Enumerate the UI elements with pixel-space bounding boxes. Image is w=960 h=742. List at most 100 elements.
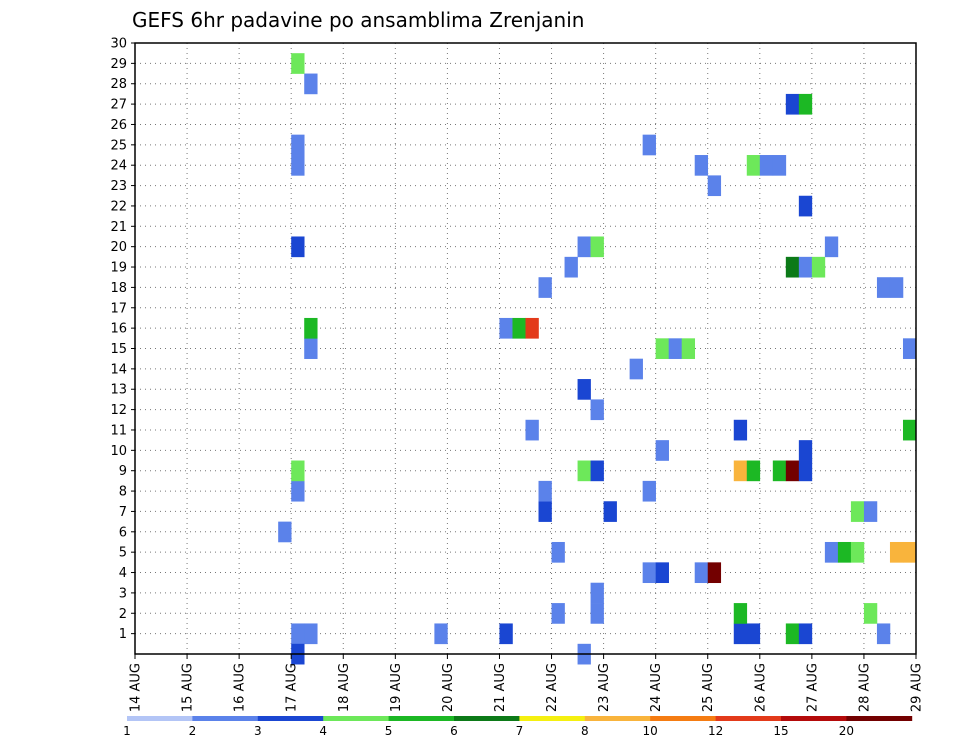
precip-cell (772, 460, 787, 482)
precip-cell (746, 623, 761, 645)
color-scale-legend: 1 2 3 4 5 6 7 8 10 12 15 20 (123, 716, 913, 738)
precip-cell (798, 195, 813, 217)
y-tick-label: 9 (119, 464, 127, 479)
y-tick-label: 1 (119, 627, 127, 642)
precip-cell (772, 155, 787, 176)
legend-color-segment (519, 716, 586, 721)
y-tick-label: 29 (110, 57, 127, 72)
legend-color-segment (388, 716, 455, 721)
y-tick-label: 8 (119, 485, 127, 500)
y-tick-label: 16 (110, 322, 127, 337)
precip-cell (863, 603, 878, 624)
x-tick-label: 26 AUG (753, 663, 768, 712)
precip-cell (538, 480, 552, 502)
x-tick-label: 22 AUG (545, 663, 560, 712)
precip-cell (577, 379, 591, 400)
y-tick-label: 14 (110, 362, 127, 377)
legend-label: 20 (839, 724, 854, 738)
y-tick-label: 6 (119, 525, 127, 540)
precip-cell (304, 73, 318, 95)
y-tick-label: 21 (110, 220, 127, 235)
precip-cell (824, 541, 839, 563)
precip-cell (824, 236, 839, 258)
precip-cell (564, 256, 578, 278)
precip-cell (642, 480, 656, 502)
precip-cell (655, 338, 669, 359)
precip-cell (278, 521, 292, 543)
y-tick-label: 11 (110, 423, 127, 438)
y-tick-label: 18 (110, 281, 127, 296)
precip-cell (499, 317, 513, 339)
precip-cell (798, 440, 813, 461)
x-tick-label: 23 AUG (597, 663, 612, 712)
y-tick-label: 4 (119, 566, 127, 581)
grid-lines (135, 43, 916, 654)
precip-cell (590, 460, 604, 482)
legend-label: 15 (773, 724, 788, 738)
precip-cell (577, 236, 591, 258)
precip-cell (837, 541, 852, 563)
legend-color-segment (454, 716, 520, 721)
y-tick-label: 27 (110, 98, 127, 113)
y-tick-label: 26 (110, 118, 127, 133)
legend-color-segment (781, 716, 847, 721)
legend-color-segment (127, 716, 193, 721)
precip-cell (733, 623, 748, 645)
y-tick-label: 15 (110, 342, 127, 357)
precip-cell (668, 338, 682, 359)
precip-cell (811, 256, 826, 278)
precip-cell (798, 623, 813, 645)
x-tick-label: 25 AUG (701, 663, 716, 712)
y-axis-ticks: 1234567891011121314151617181920212223242… (110, 37, 135, 642)
x-tick-label: 21 AUG (493, 663, 508, 712)
y-tick-label: 13 (110, 383, 127, 398)
x-tick-label: 15 AUG (181, 663, 196, 712)
precip-cell (733, 603, 748, 624)
precip-cell (499, 623, 513, 645)
precip-cell (694, 562, 709, 584)
precip-cell (512, 317, 526, 339)
precip-cell (577, 460, 591, 482)
legend-color-segment (846, 716, 913, 721)
precip-cell (733, 460, 748, 482)
legend-label: 2 (189, 724, 197, 738)
x-tick-label: 14 AUG (129, 663, 144, 712)
legend-label: 3 (254, 724, 262, 738)
precip-cell (291, 53, 305, 74)
precip-cell (291, 480, 305, 502)
y-tick-label: 12 (110, 403, 127, 418)
y-tick-label: 23 (110, 179, 127, 194)
y-tick-label: 5 (119, 546, 127, 561)
precip-cell (694, 155, 709, 176)
legend-color-segment (323, 716, 389, 721)
precip-cell (902, 338, 917, 359)
precip-cell (655, 440, 669, 461)
precip-cell (538, 501, 552, 522)
precip-cell (876, 623, 891, 645)
precip-cell (629, 358, 643, 380)
precip-cell (291, 155, 305, 176)
precip-cell (655, 562, 669, 584)
precip-cell (798, 460, 813, 482)
precip-cell (876, 277, 891, 298)
precipitation-cells (278, 53, 917, 665)
legend-label: 5 (385, 724, 393, 738)
precip-cell (902, 541, 917, 563)
precip-cell (551, 541, 565, 563)
precip-cell (798, 256, 813, 278)
x-tick-label: 29 AUG (910, 663, 925, 712)
y-tick-label: 17 (110, 301, 127, 316)
precip-cell (889, 541, 904, 563)
precip-cell (733, 419, 748, 441)
x-axis-ticks: 14 AUG 15 AUG 16 AUG 17 AUG 18 AUG 19 AUG 20 A… (129, 654, 925, 712)
precip-cell (850, 541, 865, 563)
precip-cell (304, 623, 318, 645)
precip-cell (681, 338, 696, 359)
precip-cell (707, 175, 722, 197)
y-tick-label: 3 (119, 586, 127, 601)
precip-cell (889, 277, 904, 298)
precip-cell (304, 317, 318, 339)
legend-label: 10 (643, 724, 658, 738)
precip-cell (291, 460, 305, 482)
y-tick-label: 19 (110, 261, 127, 276)
